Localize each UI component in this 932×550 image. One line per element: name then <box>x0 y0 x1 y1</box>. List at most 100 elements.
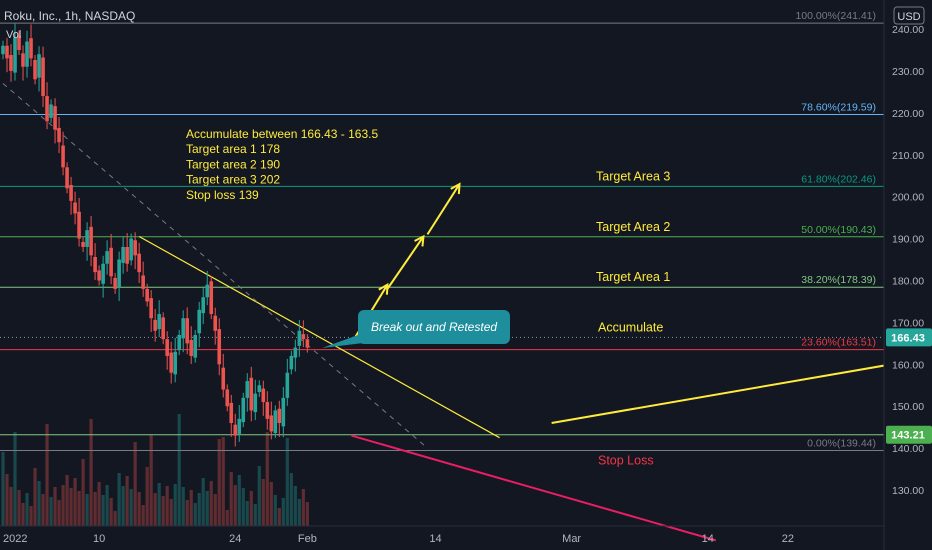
price-axis-background <box>884 0 932 550</box>
candle <box>145 283 149 307</box>
candle-body <box>101 263 105 284</box>
level-label[interactable]: Target Area 3 <box>596 169 670 183</box>
fib-level-label: 61.80%(202.46) <box>801 173 876 185</box>
y-tick-label: 180.00 <box>892 275 924 287</box>
symbol-title[interactable]: Roku, Inc., 1h, NASDAQ <box>4 9 135 23</box>
candle-body <box>21 53 25 67</box>
target-arrow[interactable] <box>386 234 425 290</box>
arrow-head <box>450 182 461 195</box>
candle <box>105 240 109 275</box>
candle-body <box>229 402 234 424</box>
x-tick-label: 14 <box>702 533 714 545</box>
candle-body <box>37 54 41 78</box>
candle <box>85 222 89 261</box>
volume-bar <box>13 432 17 526</box>
fib-level-label: 78.60%(219.59) <box>801 102 876 114</box>
trendline-descending-resistance[interactable] <box>138 235 500 439</box>
candle-body <box>245 381 250 398</box>
volume-bar <box>193 503 197 526</box>
candle <box>37 46 41 92</box>
price-tag-label: 143.21 <box>891 430 925 442</box>
level-label[interactable]: Target Area 1 <box>596 270 670 284</box>
x-tick-label: 14 <box>429 533 441 545</box>
candle <box>129 233 133 266</box>
candle <box>253 379 258 421</box>
note-line: Target area 2 190 <box>186 157 280 171</box>
trendline-falling-support[interactable] <box>351 434 717 542</box>
candle <box>245 373 250 412</box>
currency-button[interactable]: USD <box>893 6 925 25</box>
candle <box>241 392 246 428</box>
candle-body <box>73 202 77 214</box>
candle <box>161 312 165 345</box>
level-label[interactable]: Target Area 2 <box>596 220 670 234</box>
candle <box>17 30 21 55</box>
candle-body <box>153 319 157 331</box>
volume-bar <box>57 500 61 526</box>
volume-bar <box>285 438 289 526</box>
trendline-diagonal-guide[interactable] <box>2 83 428 449</box>
candle <box>77 197 81 247</box>
candle-body <box>205 284 210 298</box>
x-tick-label: Mar <box>562 533 581 545</box>
candle-body <box>209 281 214 315</box>
candle-body <box>169 352 173 373</box>
candle-body <box>157 314 161 330</box>
fib-level-label: 23.60%(163.51) <box>801 337 876 349</box>
breakout-callout[interactable]: Break out and Retested <box>322 310 510 348</box>
candle <box>33 54 37 85</box>
target-arrow[interactable] <box>426 182 461 235</box>
candle <box>305 334 310 353</box>
volume-bar <box>177 414 181 526</box>
volume-bar <box>53 487 57 526</box>
candle-body <box>281 397 286 427</box>
volume-bar <box>81 459 85 526</box>
candle-body <box>265 402 270 419</box>
note-line: Target area 1 178 <box>186 142 280 156</box>
level-label[interactable]: Accumulate <box>598 320 663 334</box>
candle-body <box>277 408 282 424</box>
volume-bar <box>277 508 281 526</box>
x-tick-label: Feb <box>298 533 317 545</box>
candle-body <box>117 259 121 288</box>
time-axis[interactable]: 2022 10 24 Feb 14 Mar 14 22 <box>0 525 884 545</box>
volume-bar <box>145 467 149 526</box>
level-label[interactable]: Stop Loss <box>598 454 654 468</box>
candle-body <box>129 238 133 261</box>
candle-body <box>185 318 190 344</box>
volume-bars <box>1 414 309 526</box>
candle <box>53 98 57 144</box>
candle <box>185 307 190 355</box>
candle <box>41 46 45 107</box>
candle-body <box>237 418 242 434</box>
note-line: Target area 3 202 <box>186 173 280 187</box>
candle-body <box>193 334 198 358</box>
volume-bar <box>1 452 5 526</box>
volume-bar <box>289 473 293 526</box>
candle <box>205 270 210 306</box>
x-tick-label: 24 <box>229 533 241 545</box>
candle <box>301 320 306 348</box>
note-line: Stop loss 139 <box>186 188 259 202</box>
volume-bar <box>69 488 73 526</box>
candle-body <box>137 253 141 273</box>
volume-bar <box>173 484 177 526</box>
volume-bar <box>269 482 273 526</box>
candle-body <box>57 127 61 143</box>
candle <box>181 310 186 353</box>
candle-body <box>273 410 278 434</box>
candle <box>65 162 69 194</box>
x-tick-label: 10 <box>93 533 105 545</box>
y-tick-label: 230.00 <box>892 66 924 78</box>
candle <box>13 23 17 81</box>
price-axis[interactable]: 130.00 140.00 150.00 160.00 170.00 180.00 190.… <box>884 0 932 550</box>
volume-bar <box>29 506 33 526</box>
candle-body <box>49 104 53 118</box>
volume-bar <box>293 486 297 526</box>
candle <box>269 401 274 440</box>
candle <box>125 233 129 272</box>
volume-label[interactable]: Vol <box>6 29 21 41</box>
volume-bar <box>45 424 49 526</box>
price-tag-box <box>886 425 932 444</box>
